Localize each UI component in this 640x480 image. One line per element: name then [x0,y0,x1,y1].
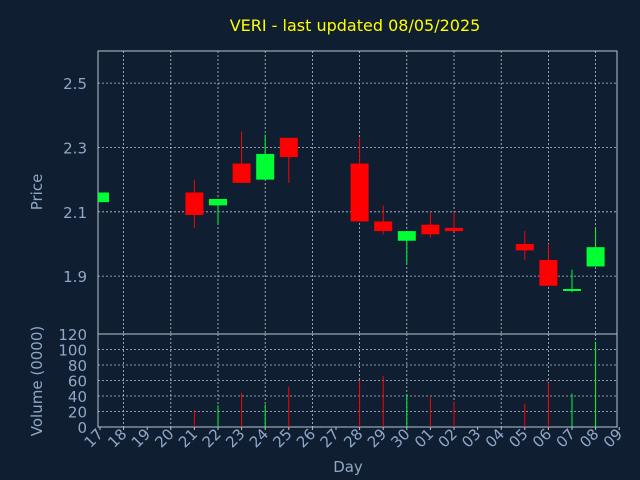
volume-tick-label: 120 [58,326,87,344]
candle-body [98,192,109,203]
candle-body [256,153,275,180]
candle-body [350,163,369,222]
candle-body [421,224,440,235]
x-axis: 1718192021222324252627282930010203040506… [81,425,626,451]
volume-tick-label: 60 [68,373,87,391]
candle-body [279,137,298,158]
candle-body [374,221,393,232]
volume-tick-label: 100 [58,342,87,360]
candle-body [445,227,463,232]
candle-body [563,288,581,291]
volume-tick-label: 40 [68,388,87,406]
price-tick-label: 2.1 [63,204,87,222]
volume-tick-label: 80 [68,357,87,375]
candle-body [185,192,204,216]
candle-body [209,198,227,206]
volume-axis-label: Volume (0000) [28,326,46,436]
chart-title: VERI - last updated 08/05/2025 [230,16,481,35]
volume-tick-label: 20 [68,404,87,422]
candle-body [515,243,534,251]
price-tick-label: 2.5 [63,75,87,93]
x-axis-label: Day [333,458,363,476]
candle-body [539,260,558,286]
candle-body [397,231,416,241]
price-tick-label: 1.9 [63,268,87,286]
candle-body [232,163,251,183]
volume-tick-label: 0 [77,419,87,437]
candle-body [586,247,605,267]
volume-panel-frame [97,333,618,428]
price-tick-label: 2.3 [63,139,87,157]
price-axis-label: Price [28,174,46,211]
